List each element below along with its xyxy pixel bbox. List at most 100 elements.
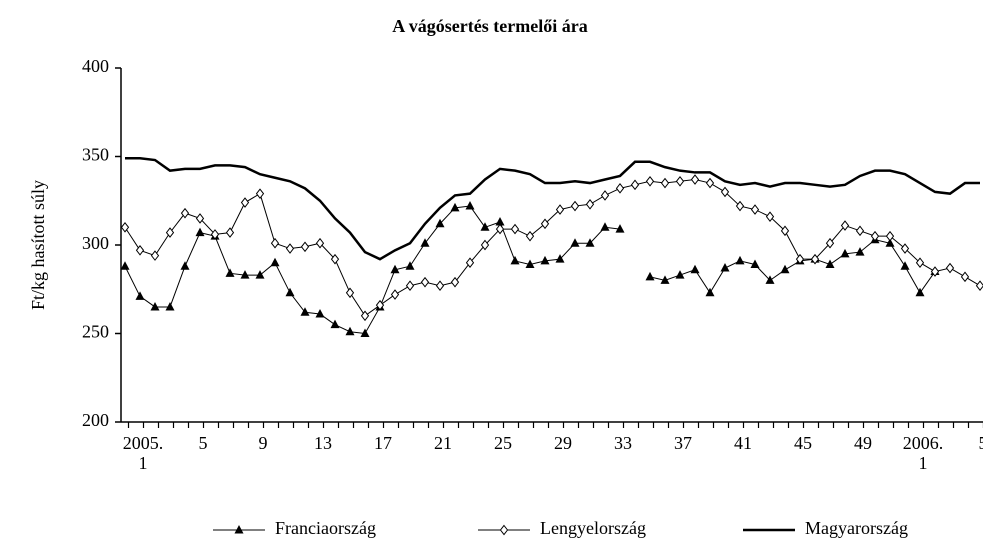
marker <box>285 287 295 297</box>
marker <box>180 207 190 219</box>
marker <box>120 261 130 270</box>
marker <box>585 198 595 210</box>
legend-label: Magyarország <box>805 518 908 538</box>
marker <box>420 238 430 247</box>
marker <box>405 280 415 292</box>
x-tick-label: 17 <box>374 433 392 453</box>
marker <box>150 301 160 311</box>
chart-title: A vágósertés termelői ára <box>392 16 587 36</box>
y-tick-label: 300 <box>82 233 109 253</box>
x-tick-label: 5 <box>198 433 208 453</box>
marker <box>150 250 160 261</box>
marker <box>450 202 460 212</box>
marker <box>330 319 340 329</box>
marker <box>465 257 475 269</box>
marker <box>525 259 535 268</box>
marker <box>750 259 760 268</box>
y-tick-label: 200 <box>82 410 109 430</box>
marker <box>780 225 790 237</box>
x-tick-label: 5 <box>978 433 983 453</box>
x-tick-label: 13 <box>314 433 332 453</box>
marker <box>705 177 715 189</box>
marker <box>270 257 280 267</box>
marker <box>255 188 265 199</box>
marker <box>465 201 475 210</box>
marker <box>915 287 925 297</box>
marker <box>435 218 445 228</box>
marker <box>840 220 850 231</box>
marker <box>240 270 250 279</box>
marker <box>240 197 250 208</box>
marker <box>300 307 310 316</box>
marker <box>540 255 550 265</box>
marker <box>255 270 265 279</box>
marker <box>855 225 865 237</box>
legend-label: Lengyelország <box>540 518 646 538</box>
marker <box>735 200 745 212</box>
marker <box>735 255 745 265</box>
marker <box>765 211 775 222</box>
marker <box>615 183 625 194</box>
series-line <box>124 179 981 317</box>
marker <box>495 216 505 226</box>
x-tick-label: 29 <box>554 433 572 453</box>
marker <box>930 266 940 277</box>
legend-marker <box>234 525 244 534</box>
marker <box>165 301 175 311</box>
marker <box>630 179 640 191</box>
marker <box>390 264 400 274</box>
marker <box>675 270 685 279</box>
marker <box>300 241 310 253</box>
marker <box>810 253 820 265</box>
marker <box>555 254 565 263</box>
marker <box>600 222 610 231</box>
marker <box>720 186 730 198</box>
marker <box>825 237 835 249</box>
marker <box>900 243 910 254</box>
marker <box>615 224 625 233</box>
marker <box>645 271 655 281</box>
marker <box>510 223 520 235</box>
marker <box>330 253 340 265</box>
series-line <box>125 157 980 261</box>
marker <box>225 268 235 277</box>
marker <box>315 237 325 249</box>
marker <box>885 230 895 242</box>
marker <box>675 175 685 187</box>
marker <box>165 227 175 238</box>
marker <box>825 259 835 268</box>
series-line <box>124 205 936 335</box>
marker <box>945 262 955 274</box>
x-tick-label: 45 <box>794 433 812 453</box>
marker <box>195 227 205 237</box>
marker <box>420 276 430 288</box>
marker <box>135 244 145 256</box>
marker <box>900 261 910 270</box>
x-tick-label: 2006. 1 <box>902 433 944 473</box>
x-tick-label: 21 <box>434 433 452 453</box>
marker <box>750 204 760 215</box>
marker <box>375 299 385 311</box>
marker <box>645 175 655 187</box>
marker <box>540 218 550 230</box>
marker <box>660 177 670 189</box>
marker <box>480 239 490 251</box>
marker <box>210 229 220 240</box>
marker <box>345 326 355 336</box>
marker <box>570 238 580 247</box>
marker <box>405 261 415 270</box>
marker <box>690 264 700 274</box>
marker <box>315 309 325 318</box>
marker <box>499 524 509 536</box>
x-tick-label: 25 <box>494 433 512 453</box>
marker <box>345 287 355 299</box>
marker <box>840 248 850 258</box>
marker <box>975 280 983 292</box>
marker <box>270 237 280 249</box>
marker <box>435 280 445 292</box>
marker <box>555 204 565 215</box>
y-tick-label: 350 <box>82 145 109 165</box>
marker <box>510 255 520 265</box>
marker <box>120 221 130 233</box>
